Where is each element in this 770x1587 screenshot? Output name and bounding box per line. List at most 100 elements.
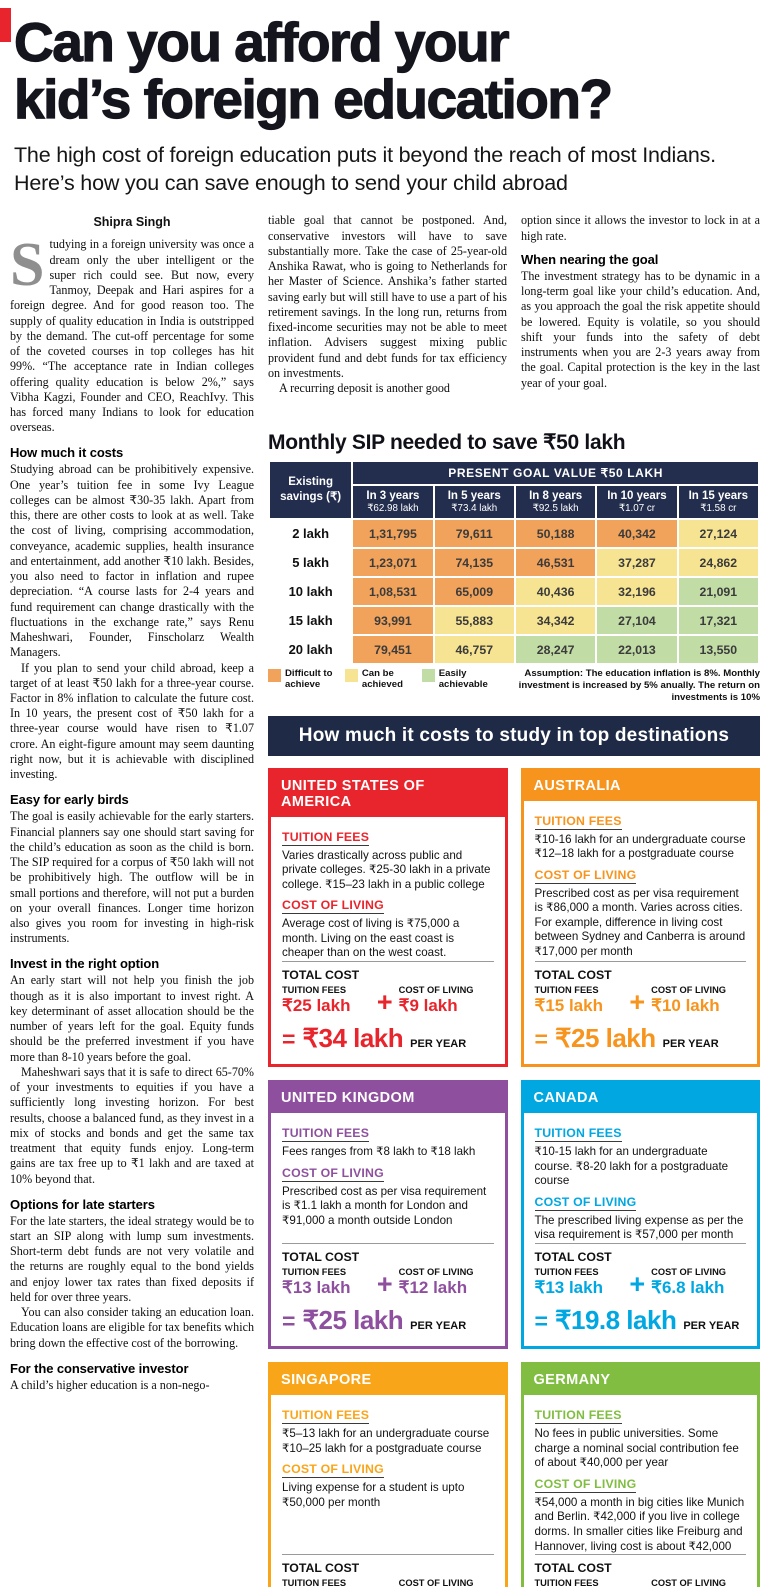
sip-cell: 22,013 <box>597 636 677 664</box>
sip-cell: 24,862 <box>678 549 758 577</box>
plus-sign: + <box>377 1582 399 1587</box>
destination-card-germany: GERMANY TUITION FEES No fees in public u… <box>520 1362 760 1587</box>
headline-line1: Can you afford your <box>13 11 510 73</box>
legend-label: Can be achieved <box>361 668 403 691</box>
paragraph: Maheshwari says that it is safe to direc… <box>10 1064 254 1186</box>
tuition-block: TUITION FEES ₹25 lakh <box>282 985 377 1016</box>
card-body: TUITION FEES ₹5–13 lakh for an undergrad… <box>271 1395 505 1587</box>
total-amount-row: = ₹25 lakh PER YEAR <box>535 1023 747 1054</box>
column-value: ₹92.5 lakh <box>532 503 579 515</box>
total-row: TUITION FEES ₹12 lakh + COST OF LIVING ₹… <box>282 1578 494 1587</box>
living-caption: COST OF LIVING <box>651 985 727 996</box>
living-block: COST OF LIVING ₹10 lakh <box>651 985 746 1016</box>
country-name: SINGAPORE <box>271 1365 505 1396</box>
paragraph: A recurring deposit is another good <box>279 380 450 395</box>
destination-card-australia: AUSTRALIA TUITION FEES ₹10-16 lakh for a… <box>520 767 760 1068</box>
section-heading-late-starters: Options for late starters <box>10 1196 155 1212</box>
legend-swatch-green <box>421 669 435 683</box>
sip-cell: 46,531 <box>515 549 596 577</box>
tuition-fees-label: TUITION FEES <box>282 1408 370 1425</box>
sip-column-header: In 8 years ₹92.5 lakh <box>515 486 596 519</box>
card-body: TUITION FEES ₹10-16 lakh for an undergra… <box>524 801 758 1065</box>
cost-of-living-label: COST OF LIVING <box>282 1462 384 1479</box>
paragraph: If you plan to send your child abroad, k… <box>10 660 254 782</box>
right-area: tiable goal that cannot be postponed. An… <box>268 213 760 1587</box>
cost-of-living-text: Prescribed cost as per visa requirement … <box>282 1184 487 1227</box>
living-block: COST OF LIVING ₹5 lakh <box>651 1578 746 1587</box>
paragraph: An early start will not help you finish … <box>10 973 254 1064</box>
cost-of-living-text: Average cost of living is ₹75,000 a mont… <box>282 917 460 960</box>
per-year-label: PER YEAR <box>410 1038 467 1051</box>
headline: Can you afford your kid’s foreign educat… <box>13 11 760 129</box>
cost-of-living-label: COST OF LIVING <box>534 1476 637 1493</box>
tuition-caption: TUITION FEES <box>534 1578 599 1587</box>
country-name: GERMANY <box>523 1365 757 1396</box>
legend-item-difficult: Difficult to achieve <box>268 668 337 690</box>
tuition-amount: ₹13 lakh <box>534 1278 603 1298</box>
column-value: ₹73.4 lakh <box>451 503 498 515</box>
sip-cell: 1,23,071 <box>353 549 433 577</box>
tuition-block: TUITION FEES ₹40,000 <box>535 1578 630 1587</box>
column-label: In 8 years <box>529 490 583 503</box>
living-block: COST OF LIVING ₹12 lakh <box>399 1267 494 1298</box>
table-row: 5 lakh 1,23,071 74,135 46,531 37,287 24,… <box>270 549 758 577</box>
tuition-fees-text: Fees ranges from ₹8 lakh to ₹18 lakh <box>282 1145 476 1159</box>
sip-column-header: In 10 years ₹1.07 cr <box>597 486 677 519</box>
tuition-fees-text: ₹5–13 lakh for an undergraduate course ₹… <box>282 1427 490 1455</box>
tuition-fees-label: TUITION FEES <box>534 1408 622 1425</box>
card-body: TUITION FEES Fees ranges from ₹8 lakh to… <box>271 1113 505 1346</box>
table-assumption-note: Assumption: The education inflation is 8… <box>518 668 761 703</box>
column-label: In 10 years <box>607 490 667 503</box>
paragraph: tiable goal that cannot be postponed. An… <box>268 213 507 380</box>
column-label: In 15 years <box>688 490 749 503</box>
sip-cell: 65,009 <box>434 578 514 606</box>
cost-of-living-label: COST OF LIVING <box>282 1165 384 1182</box>
sip-cell: 40,436 <box>515 578 596 606</box>
sip-cell: 74,135 <box>434 549 514 577</box>
sip-cell: 13,550 <box>678 636 758 664</box>
paragraph: The investment strategy has to be dynami… <box>521 268 760 390</box>
sip-column-header: In 5 years ₹73.4 lakh <box>434 486 514 519</box>
sip-existing-savings-header: Existing savings (₹) <box>270 462 352 519</box>
table-row: 2 lakh 1,31,795 79,611 50,188 40,342 27,… <box>270 520 758 548</box>
living-amount: ₹12 lakh <box>398 1278 468 1298</box>
section-heading-conservative: For the conservative investor <box>10 1360 189 1376</box>
destination-card-canada: CANADA TUITION FEES ₹10-15 lakh for an u… <box>520 1080 760 1350</box>
tuition-amount: ₹13 lakh <box>282 1278 351 1298</box>
destination-card-uk: UNITED KINGDOM TUITION FEES Fees ranges … <box>268 1080 508 1350</box>
total-row: TUITION FEES ₹13 lakh + COST OF LIVING ₹… <box>535 1267 747 1298</box>
row-label: 2 lakh <box>270 520 352 548</box>
sip-cell: 46,757 <box>434 636 514 664</box>
cost-of-living-label: COST OF LIVING <box>282 898 384 915</box>
living-caption: COST OF LIVING <box>398 985 474 996</box>
destinations-banner: How much it costs to study in top destin… <box>268 715 760 756</box>
equals-sign: = <box>282 1026 296 1053</box>
total-cost-label: TOTAL COST <box>282 1250 360 1265</box>
living-block: COST OF LIVING ₹6.8 lakh <box>651 1267 746 1298</box>
total-amount: ₹19.8 lakh <box>554 1305 677 1336</box>
section-heading-early-birds: Easy for early birds <box>10 792 129 808</box>
paragraph: A child’s higher education is a non-nego… <box>10 1377 210 1392</box>
column-label: In 5 years <box>447 490 501 503</box>
tuition-block: TUITION FEES ₹12 lakh <box>282 1578 377 1587</box>
living-amount: ₹10 lakh <box>651 996 720 1016</box>
living-caption: COST OF LIVING <box>398 1578 474 1587</box>
total-cost-section: TOTAL COST TUITION FEES ₹12 lakh + COST … <box>282 1554 494 1587</box>
article-right-column: option since it allows the investor to l… <box>521 213 760 421</box>
plus-sign: + <box>376 1269 393 1300</box>
tuition-fees-label: TUITION FEES <box>534 1126 622 1143</box>
plus-sign: + <box>629 1269 646 1300</box>
row-label: 5 lakh <box>270 549 352 577</box>
per-year-label: PER YEAR <box>410 1320 467 1333</box>
cost-of-living-text: Living expense for a student is upto ₹50… <box>282 1481 465 1509</box>
destination-cards: UNITED STATES OF AMERICA TUITION FEES Va… <box>268 767 760 1587</box>
total-cost-label: TOTAL COST <box>282 968 360 983</box>
cost-of-living-text: The prescribed living expense as per the… <box>534 1213 744 1242</box>
total-amount-row: = ₹34 lakh PER YEAR <box>282 1023 494 1054</box>
sip-cell: 79,451 <box>353 636 433 664</box>
sip-cell: 50,188 <box>515 520 596 548</box>
destination-card-usa: UNITED STATES OF AMERICA TUITION FEES Va… <box>268 767 508 1068</box>
plus-sign: + <box>376 987 393 1018</box>
paragraph: option since it allows the investor to l… <box>521 213 760 243</box>
living-amount: ₹6.8 lakh <box>651 1278 725 1298</box>
